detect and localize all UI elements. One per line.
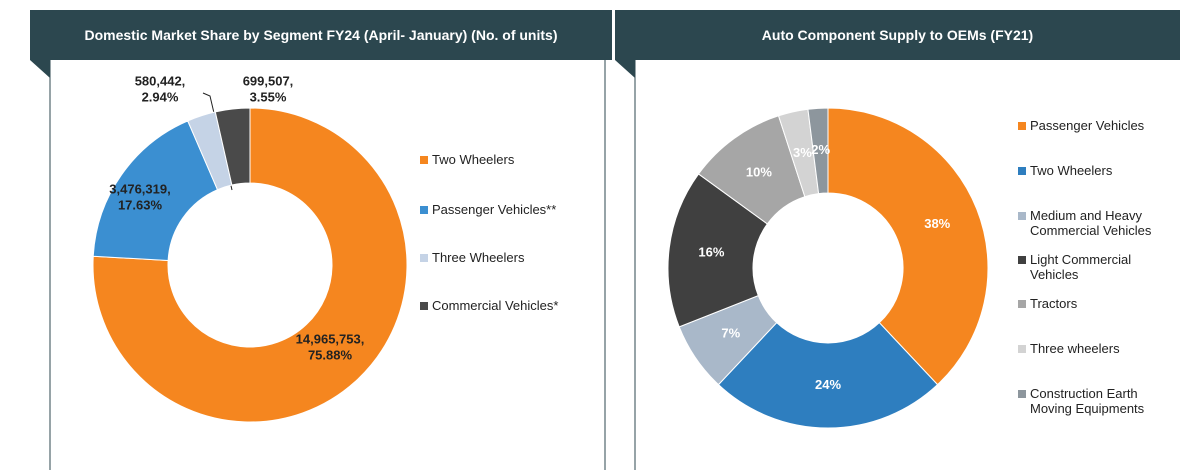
legend-swatch [420,206,428,214]
legend-item: Medium and Heavy Commercial Vehicles [1018,208,1178,238]
data-label: 3,476,319, [109,181,170,196]
donut-slice [667,173,769,328]
legend-label: Three wheelers [1030,341,1120,356]
legend-label: Two Wheelers [1030,163,1113,178]
data-label: 580,442, [135,73,186,88]
legend-swatch [1018,122,1026,130]
legend-label: Tractors [1030,296,1078,311]
legend-item: Two Wheelers [420,152,600,167]
legend-swatch [420,156,428,164]
legend-swatch [1018,300,1026,308]
data-label: 3% [793,145,812,160]
donut-slice [214,107,251,186]
legend-item: Two Wheelers [1018,163,1178,178]
data-label: 7% [721,325,740,340]
chart-title: Auto Component Supply to OEMs (FY21) [761,27,1034,43]
donut-slice [717,321,939,429]
legend-swatch [1018,212,1026,220]
legend-swatch [1018,256,1026,264]
banner-fold [615,60,635,78]
legend-swatch [420,302,428,310]
data-label: 75.88% [308,347,353,362]
data-label: 17.63% [118,197,163,212]
legend-label: Two Wheelers [432,152,515,167]
legend-label: Passenger Vehicles** [432,202,557,217]
data-label: 3.55% [250,89,287,104]
legend-item: Tractors [1018,296,1178,311]
legend-label: Three Wheelers [432,250,525,265]
legend-item: Three wheelers [1018,341,1178,356]
legend-item: Three Wheelers [420,250,600,265]
legend-swatch [420,254,428,262]
legend-label: Light Commercial Vehicles [1030,252,1132,282]
chart-title: Domestic Market Share by Segment FY24 (A… [84,27,558,43]
legend-label: Commercial Vehicles* [432,298,559,313]
legend-item: Commercial Vehicles* [420,298,600,313]
data-label: 699,507, [243,73,294,88]
legend-label: Passenger Vehicles [1030,118,1145,133]
data-label: 38% [924,216,950,231]
legend-label: Medium and Heavy Commercial Vehicles [1030,208,1152,238]
banner-fold [30,60,50,78]
donut-slice [92,107,408,423]
legend-item: Light Commercial Vehicles [1018,252,1178,282]
data-label: 10% [746,164,772,179]
legend-item: Construction Earth Moving Equipments [1018,386,1178,416]
donut-slice [807,107,829,195]
legend-swatch [1018,167,1026,175]
donut-slice [827,107,989,386]
data-label: 14,965,753, [296,331,365,346]
legend-item: Passenger Vehicles [1018,118,1178,133]
legend-label: Construction Earth Moving Equipments [1030,386,1145,416]
data-label: 2.94% [142,89,179,104]
title-banner [615,10,1180,60]
legend-swatch [1018,390,1026,398]
title-banner [30,10,612,60]
data-label: 24% [815,377,841,392]
legend-item: Passenger Vehicles** [420,202,600,217]
legend-swatch [1018,345,1026,353]
data-label: 2% [811,142,830,157]
data-label: 16% [698,245,724,260]
